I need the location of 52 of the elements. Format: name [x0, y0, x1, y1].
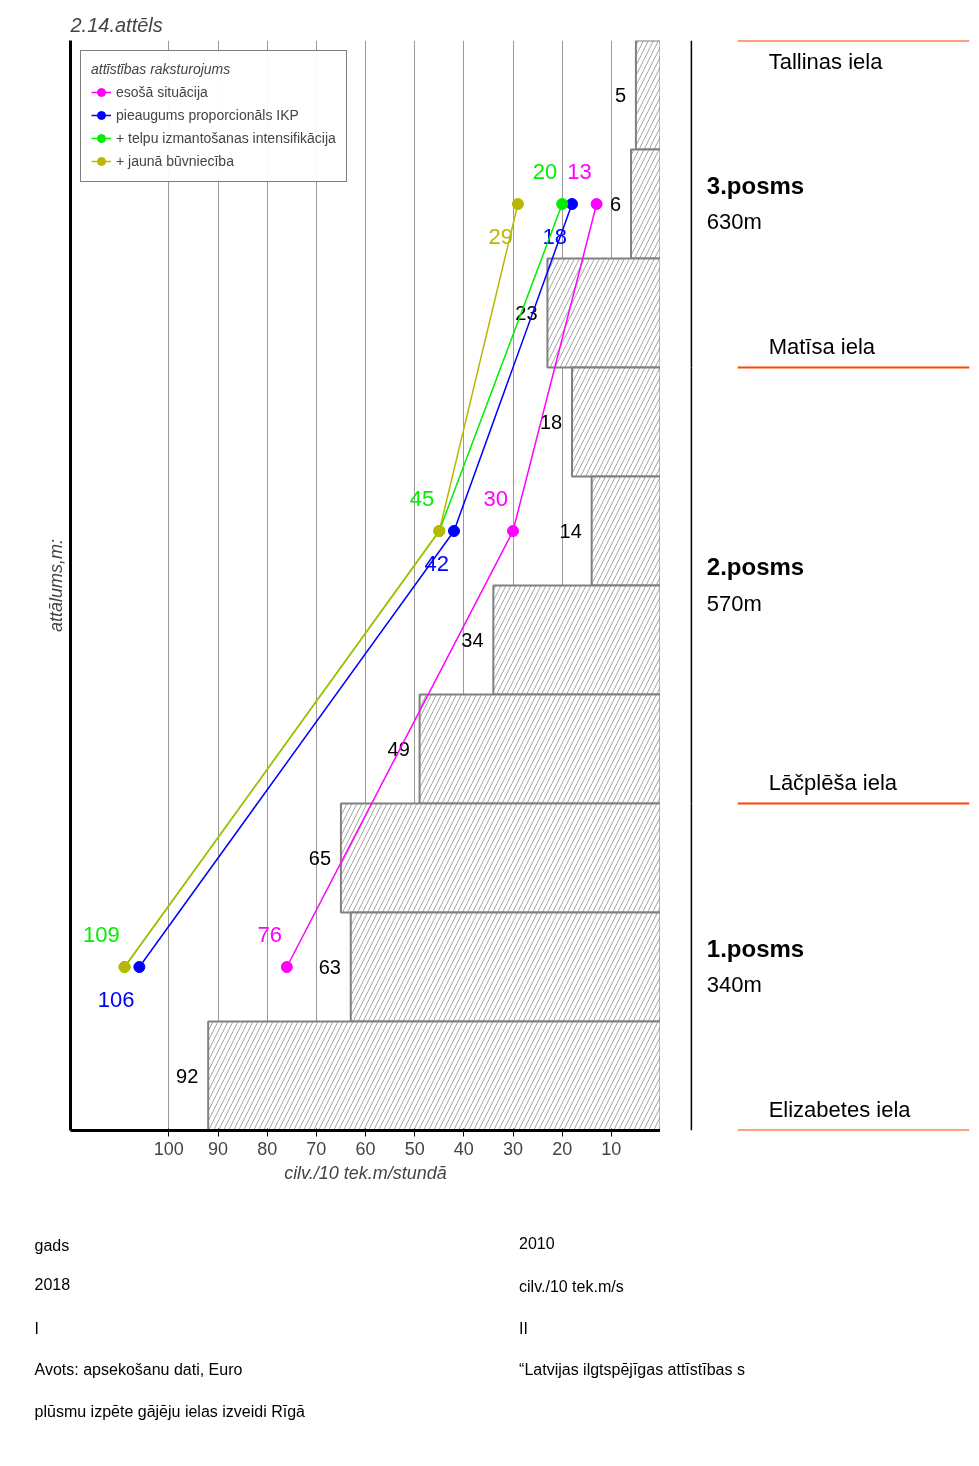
data-label: 14	[559, 520, 582, 542]
text: I	[34, 1319, 40, 1337]
text: cilv./10 tek.m/s	[519, 1278, 624, 1296]
data-label: 30	[483, 485, 509, 511]
x-tick-label: 50	[404, 1138, 425, 1159]
text: “Latvijas ilgtspējīgas attīstības s	[519, 1361, 745, 1379]
x-tick-label: 80	[257, 1138, 278, 1159]
x-tick-label: 60	[355, 1138, 376, 1159]
data-label: 5	[614, 84, 627, 106]
y-axis-title: attālums,m:	[45, 538, 66, 633]
data-label: 106	[97, 987, 135, 1013]
text: Elizabetes iela	[768, 1096, 912, 1122]
legend-label: + telpu izmantošanas intensifikācija	[116, 130, 336, 146]
x-tick-label: 100	[153, 1138, 184, 1159]
text: 2010	[519, 1235, 555, 1252]
data-label: 34	[461, 629, 484, 651]
data-label: 13	[567, 158, 592, 184]
data-label: 109	[82, 921, 120, 947]
data-label: 63	[318, 956, 341, 978]
data-label: 45	[409, 485, 435, 511]
legend-label: + jaunā būvniecība	[116, 153, 234, 169]
data-label: 20	[532, 158, 558, 184]
data-label: 65	[308, 847, 332, 869]
x-tick-label: 30	[502, 1138, 524, 1159]
text: Avots: apsekošanu dati, Euro	[34, 1361, 243, 1379]
text: 340m	[706, 972, 762, 998]
legend-label: pieaugums proporcionāls IKP	[116, 107, 299, 123]
text: 2018	[34, 1276, 71, 1294]
x-tick-label: 20	[552, 1138, 573, 1159]
text: 570m	[706, 590, 762, 616]
legend-label: esošā situācija	[116, 84, 208, 100]
data-label: 76	[257, 921, 282, 947]
data-label: 18	[539, 411, 563, 433]
x-tick-label: 10	[601, 1138, 622, 1159]
text: Lāčplēša iela	[768, 769, 898, 795]
text: plūsmu izpēte gājēju ielas izveidi Rīgā	[34, 1402, 306, 1420]
text: II	[519, 1319, 528, 1337]
x-tick-label: 90	[207, 1138, 229, 1159]
x-tick-label: 70	[306, 1138, 327, 1159]
text: Matīsa iela	[768, 333, 876, 359]
chart-title: 2.14.attēls	[69, 13, 163, 36]
text: 2.posms	[706, 553, 805, 581]
data-label: 92	[176, 1065, 199, 1087]
text: 3.posms	[706, 171, 805, 199]
text: 1.posms	[706, 934, 805, 962]
text: Tallinas iela	[768, 49, 884, 75]
text: gads	[34, 1237, 70, 1254]
text: 630m	[706, 209, 762, 235]
x-tick-label: 40	[453, 1138, 474, 1159]
x-axis-title: cilv./10 tek.m/stundā	[284, 1162, 447, 1183]
data-label: 6	[610, 193, 622, 215]
legend-title: attīstības raksturojums	[91, 61, 232, 77]
